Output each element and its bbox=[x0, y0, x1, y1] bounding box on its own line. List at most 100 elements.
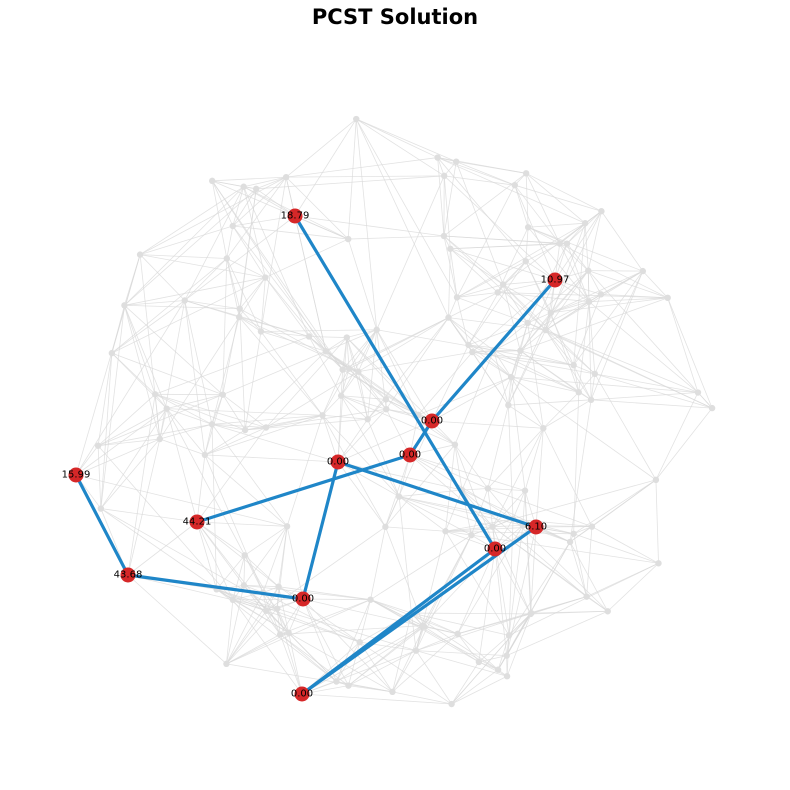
background-edge bbox=[337, 418, 368, 463]
background-edge bbox=[493, 350, 579, 393]
background-edge bbox=[239, 308, 246, 431]
background-edge bbox=[75, 438, 160, 476]
background-edge bbox=[578, 301, 590, 393]
background-edge bbox=[588, 270, 668, 299]
background-edge bbox=[508, 399, 592, 406]
background-edge bbox=[196, 521, 288, 527]
background-edge bbox=[478, 655, 507, 663]
background-edge bbox=[527, 270, 589, 324]
background-edge bbox=[75, 300, 186, 476]
background-node bbox=[563, 240, 571, 247]
background-node bbox=[489, 523, 496, 530]
background-edge bbox=[325, 329, 377, 352]
background-edge bbox=[370, 599, 412, 614]
background-edge bbox=[279, 634, 349, 686]
background-node bbox=[355, 368, 362, 375]
background-edge bbox=[347, 238, 378, 330]
background-edge bbox=[155, 336, 310, 395]
background-edge bbox=[411, 613, 417, 651]
background-edge bbox=[301, 685, 349, 695]
background-node bbox=[597, 291, 605, 298]
background-edge bbox=[524, 490, 532, 614]
solution-node-b bbox=[547, 272, 563, 288]
background-node bbox=[468, 531, 475, 539]
background-edge bbox=[525, 227, 529, 262]
background-edge bbox=[456, 284, 504, 298]
background-edge bbox=[411, 612, 458, 635]
background-edge bbox=[450, 243, 560, 250]
background-edge bbox=[573, 526, 593, 535]
solution-node-label: 0.00 bbox=[484, 544, 506, 555]
background-edge bbox=[450, 248, 556, 281]
background-edge bbox=[277, 608, 417, 652]
background-edge bbox=[392, 626, 425, 693]
background-edge bbox=[471, 488, 489, 536]
background-edge bbox=[347, 118, 357, 240]
background-edge bbox=[211, 424, 288, 527]
background-edge bbox=[211, 423, 339, 463]
background-edge bbox=[322, 369, 344, 416]
background-edge bbox=[497, 292, 668, 299]
background-edge bbox=[243, 186, 266, 278]
background-edge bbox=[443, 235, 568, 245]
background-node bbox=[94, 442, 102, 449]
background-edge bbox=[265, 238, 349, 278]
background-node bbox=[229, 222, 237, 230]
background-edge bbox=[166, 394, 223, 410]
background-edge bbox=[322, 414, 368, 420]
background-edge bbox=[348, 329, 378, 369]
background-edge bbox=[124, 305, 156, 395]
background-edge bbox=[457, 548, 496, 634]
background-edge bbox=[578, 373, 596, 393]
background-node bbox=[581, 220, 589, 227]
background-edge bbox=[244, 350, 327, 431]
background-edge bbox=[443, 235, 547, 331]
background-node bbox=[511, 181, 518, 189]
background-edge bbox=[356, 118, 438, 158]
background-edge bbox=[124, 305, 168, 409]
background-edge bbox=[445, 530, 496, 550]
background-node bbox=[339, 366, 346, 373]
background-node bbox=[208, 421, 216, 428]
background-node bbox=[163, 405, 170, 412]
background-edge bbox=[226, 610, 267, 665]
background-edge bbox=[226, 258, 262, 332]
background-edge bbox=[204, 427, 267, 456]
background-edge bbox=[184, 258, 228, 301]
background-node bbox=[108, 349, 116, 357]
background-edges bbox=[75, 118, 713, 705]
background-edge bbox=[159, 423, 213, 440]
background-edge bbox=[97, 408, 167, 447]
background-edge bbox=[100, 408, 168, 509]
background-node bbox=[252, 185, 260, 193]
background-edge bbox=[443, 161, 457, 237]
background-edge bbox=[468, 261, 527, 346]
background-edge bbox=[492, 524, 523, 528]
background-edge bbox=[232, 176, 287, 227]
background-edge bbox=[472, 351, 512, 378]
background-edge bbox=[415, 612, 532, 652]
solution-edge-d-g bbox=[195, 453, 412, 524]
background-edge bbox=[226, 663, 393, 693]
background-edge bbox=[586, 526, 593, 597]
background-edge bbox=[543, 399, 592, 429]
background-edge bbox=[211, 180, 234, 227]
background-node bbox=[345, 365, 353, 372]
background-edge bbox=[279, 634, 303, 695]
background-edge bbox=[431, 344, 469, 422]
background-edge bbox=[340, 395, 368, 420]
background-edge bbox=[348, 626, 425, 686]
background-edge bbox=[423, 534, 472, 627]
background-edge bbox=[525, 243, 560, 262]
background-node bbox=[382, 396, 390, 403]
background-edge bbox=[573, 270, 644, 366]
solution-edge-i-l bbox=[300, 547, 497, 696]
background-edge bbox=[437, 157, 586, 224]
background-edge bbox=[98, 423, 213, 447]
background-node bbox=[282, 173, 290, 181]
background-edge bbox=[127, 438, 161, 576]
solution-nodes bbox=[68, 208, 563, 702]
background-edge bbox=[507, 377, 512, 406]
background-edge bbox=[325, 337, 348, 352]
background-edge bbox=[566, 243, 590, 302]
